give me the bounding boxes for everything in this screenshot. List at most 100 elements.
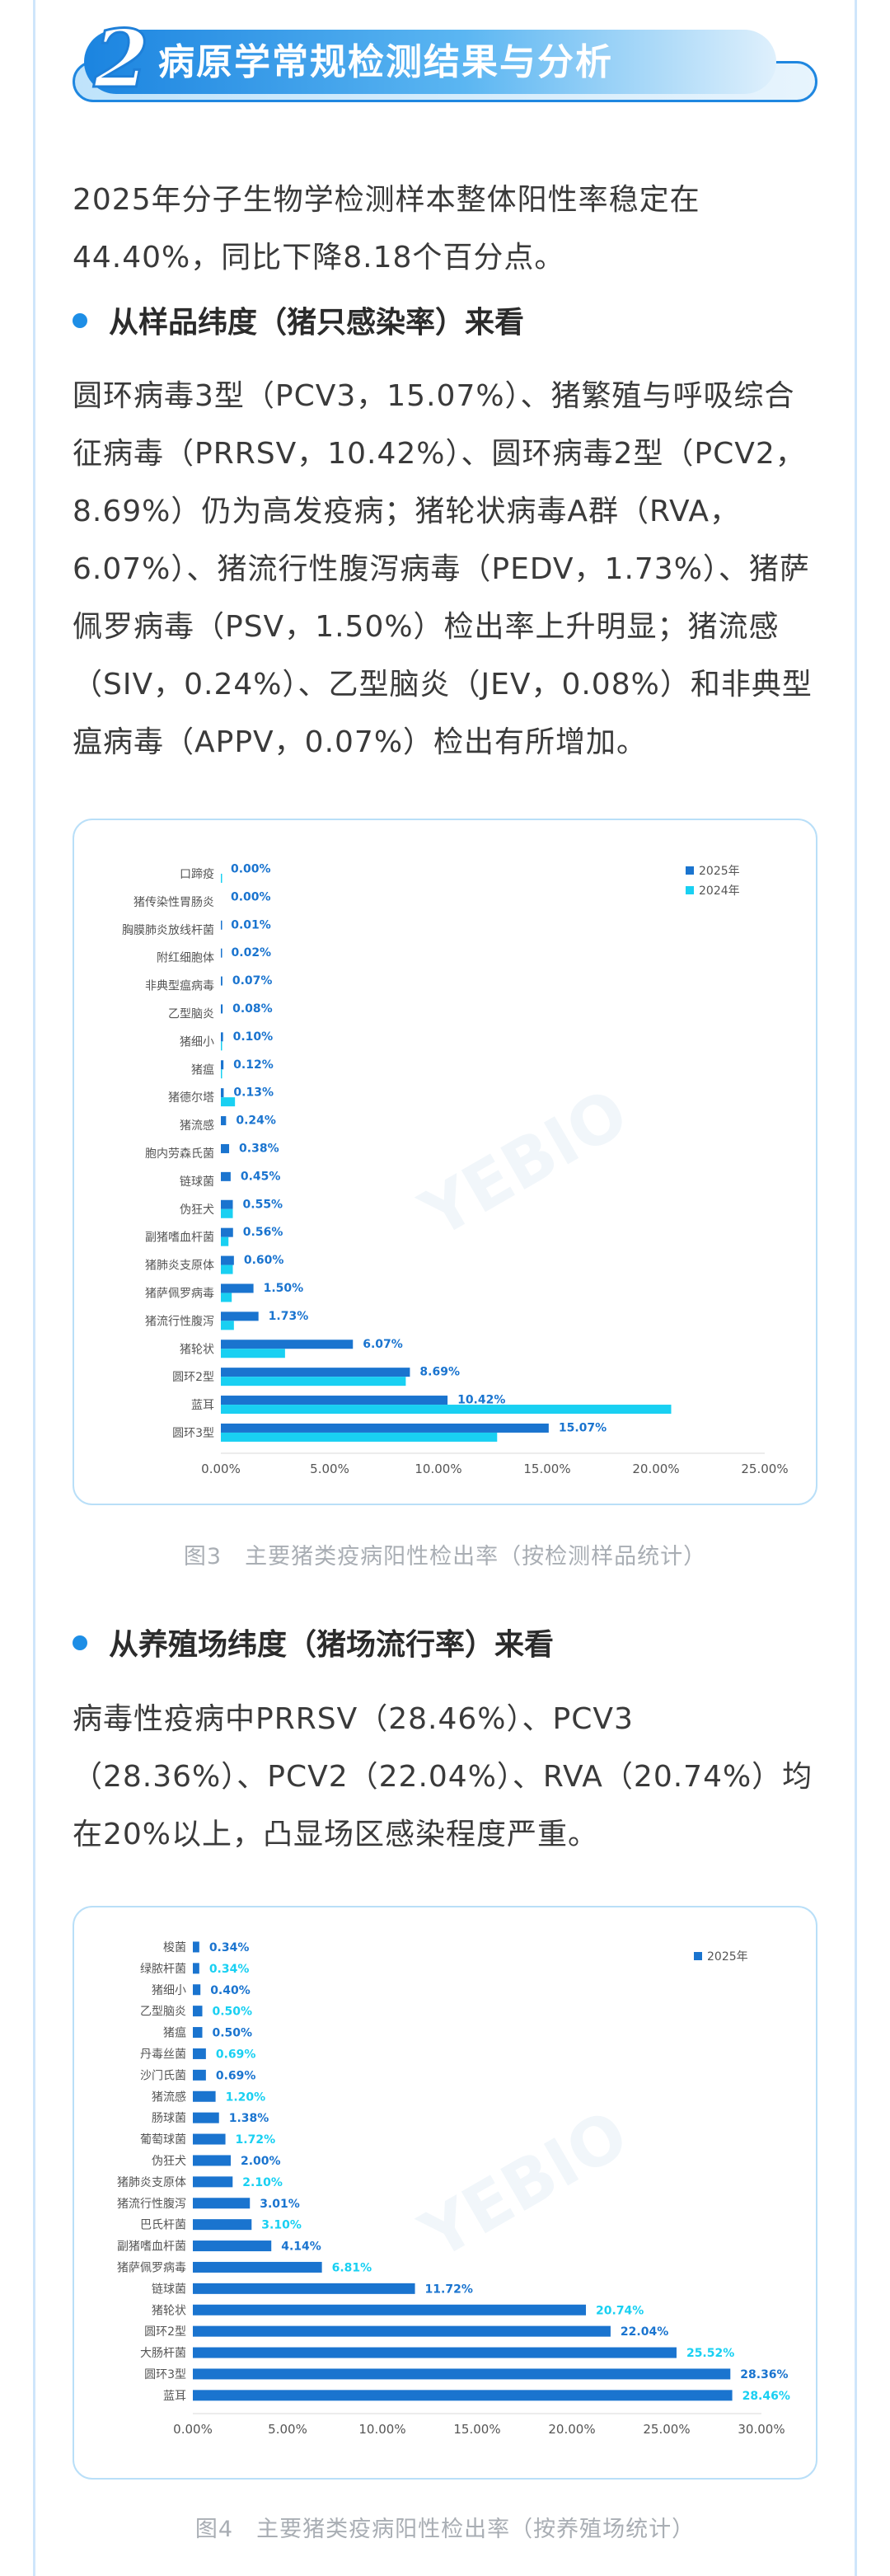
bullet-farm-dimension: 从养殖场纬度（猪场流行率）来看 xyxy=(73,1624,554,1667)
bullet-dot-icon xyxy=(73,313,87,328)
category-label: 蓝耳 xyxy=(163,2390,186,2403)
x-tick-label: 5.00% xyxy=(268,2422,307,2437)
bar-series1 xyxy=(193,2027,203,2039)
farm-dimension-paragraph: 病毒性疫病中PRRSV（28.46%）、PCV3（28.36%）、PCV2（22… xyxy=(73,1702,813,1851)
category-label: 沙门氏菌 xyxy=(140,2069,186,2082)
data-label: 1.72% xyxy=(236,2133,276,2147)
category-label: 猪传染性胃肠炎 xyxy=(134,896,214,909)
figure4-caption: 图4 主要猪类疫病阳性检出率（按养殖场统计） xyxy=(194,2517,696,2542)
data-label: 1.50% xyxy=(264,1282,304,1295)
bar-series1 xyxy=(221,1396,448,1405)
bullet-sample-dimension-text: 从样品纬度（猪只感染率）来看 xyxy=(109,306,525,340)
bar-series1 xyxy=(221,1283,254,1293)
category-label: 伪狂犬 xyxy=(152,2155,186,2168)
chart-card-sample: YEBIO 0.00% 5.00% 10.00% 15.00% 20.00% 25.00% 口… xyxy=(73,819,817,1505)
data-label: 0.12% xyxy=(233,1058,274,1072)
data-label: 0.10% xyxy=(233,1030,274,1044)
x-tick-label: 30.00% xyxy=(738,2422,785,2437)
x-tick-label: 5.00% xyxy=(310,1462,349,1476)
data-label: 1.20% xyxy=(226,2090,266,2104)
category-label: 猪细小 xyxy=(180,1035,214,1049)
bar-series1 xyxy=(193,2198,251,2209)
bar-series1 xyxy=(221,1032,223,1042)
bar-series2 xyxy=(221,1405,672,1415)
category-label: 大肠杆菌 xyxy=(140,2347,186,2360)
data-label: 3.01% xyxy=(260,2198,300,2211)
bar-series1 xyxy=(221,1199,233,1209)
bar-series1 xyxy=(193,1984,201,1996)
data-label: 0.34% xyxy=(209,1941,250,1954)
x-tick-label: 20.00% xyxy=(548,2422,595,2437)
bar-series1 xyxy=(193,2176,233,2188)
bar-series1 xyxy=(193,2155,231,2166)
x-tick-label: 15.00% xyxy=(453,2422,500,2437)
category-label: 猪萨佩罗病毒 xyxy=(145,1287,214,1300)
x-tick-label: 0.00% xyxy=(201,1462,241,1476)
category-label: 猪流感 xyxy=(152,2090,186,2104)
data-label: 0.08% xyxy=(232,1002,273,1016)
data-label: 0.50% xyxy=(213,2006,253,2019)
data-label: 0.24% xyxy=(236,1114,276,1128)
category-label: 猪流感 xyxy=(180,1119,214,1133)
bar-series1 xyxy=(221,1116,227,1126)
data-label: 0.34% xyxy=(209,1963,250,1976)
sample-dimension-paragraph: 圆环病毒3型（PCV3，15.07%）、猪繁殖与呼吸综合征病毒（PRRSV，10… xyxy=(73,379,813,759)
legend-swatch xyxy=(686,886,694,894)
bar-series1 xyxy=(193,1963,199,1974)
bullet-farm-dimension-text: 从养殖场纬度（猪场流行率）来看 xyxy=(109,1628,555,1662)
category-label: 猪萨佩罗病毒 xyxy=(117,2261,186,2274)
category-label: 乙型脑炎 xyxy=(168,1007,214,1021)
bar-series2 xyxy=(221,1293,232,1302)
left-frame-line xyxy=(33,0,35,2576)
data-label: 0.69% xyxy=(216,2069,256,2082)
category-label: 猪肺炎支原体 xyxy=(145,1260,214,1273)
bar-series1 xyxy=(221,1227,233,1237)
bar-series2 xyxy=(221,1321,234,1330)
legend-label: 2025年 xyxy=(699,865,740,878)
category-label: 圆环2型 xyxy=(172,1371,214,1384)
data-label: 0.38% xyxy=(239,1142,279,1155)
data-label: 8.69% xyxy=(419,1366,460,1379)
data-label: 2.00% xyxy=(241,2155,281,2168)
bar-series1 xyxy=(193,2048,206,2059)
bar-series1 xyxy=(221,1004,223,1014)
category-label: 猪流行性腹泻 xyxy=(145,1314,214,1328)
category-label: 胞内劳森氏菌 xyxy=(145,1147,214,1161)
data-label: 0.55% xyxy=(243,1198,283,1211)
data-label: 11.72% xyxy=(425,2283,473,2296)
data-label: 15.07% xyxy=(559,1421,607,1434)
category-label: 圆环3型 xyxy=(172,1427,214,1440)
bar-series1 xyxy=(221,1423,549,1433)
data-label: 0.13% xyxy=(233,1086,274,1100)
bar-series2 xyxy=(221,1265,233,1274)
category-label: 乙型脑炎 xyxy=(140,2006,186,2019)
bar-series1 xyxy=(193,1941,199,1953)
section-title: 病原学常规检测结果与分析 xyxy=(158,41,613,83)
data-label: 4.14% xyxy=(281,2241,321,2254)
category-label: 链球菌 xyxy=(180,1175,214,1189)
category-label: 口蹄疫 xyxy=(180,867,214,881)
data-label: 10.42% xyxy=(457,1394,505,1407)
category-label: 绿脓杆菌 xyxy=(140,1962,186,1976)
legend-swatch xyxy=(686,866,694,875)
legend-label: 2024年 xyxy=(699,884,740,898)
category-label: 猪轮状 xyxy=(152,2304,186,2317)
bar-series1 xyxy=(221,1368,410,1377)
watermark-text: YEBIO xyxy=(408,1074,640,1253)
data-label: 20.74% xyxy=(596,2304,644,2317)
category-label: 猪德尔塔 xyxy=(168,1091,214,1105)
data-label: 0.01% xyxy=(231,918,271,931)
category-label: 猪细小 xyxy=(152,1984,186,1997)
category-label: 猪肺炎支原体 xyxy=(117,2176,186,2189)
bar-series2 xyxy=(221,1349,285,1358)
category-label: 丹毒丝菌 xyxy=(140,2048,186,2061)
data-label: 0.40% xyxy=(210,1984,251,1997)
data-label: 6.07% xyxy=(363,1338,403,1351)
data-label: 0.50% xyxy=(213,2027,253,2040)
data-label: 3.10% xyxy=(261,2219,302,2232)
bar-series1 xyxy=(221,976,222,986)
data-label: 0.56% xyxy=(243,1226,283,1239)
category-label: 圆环3型 xyxy=(144,2368,186,2381)
bar-series1 xyxy=(193,2283,415,2294)
chart-sample-infection-rate: YEBIO 0.00% 5.00% 10.00% 15.00% 20.00% 25.00% 口… xyxy=(122,862,789,1476)
